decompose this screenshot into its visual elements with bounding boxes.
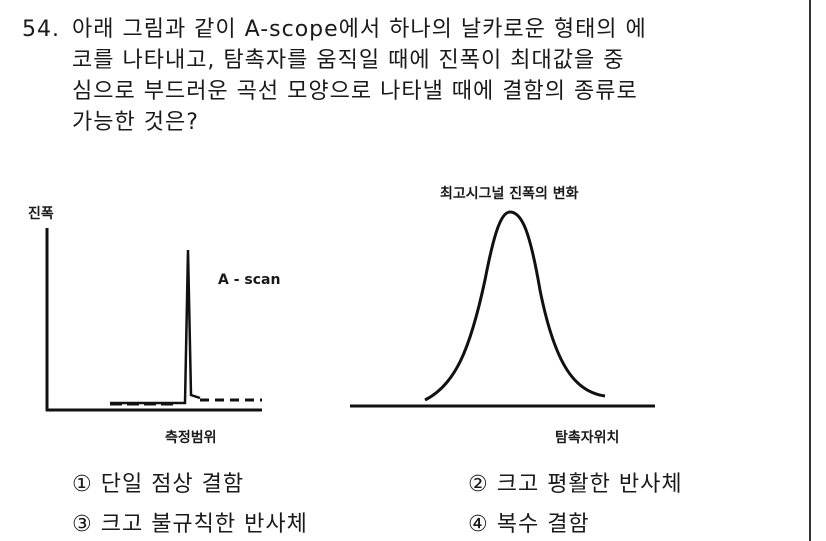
question-number: 54. <box>22 17 60 42</box>
signal-label: A - scan <box>218 272 280 288</box>
question-line: 심으로 부드러운 곡선 모양으로 나타낼 때에 결함의 종류로 <box>72 79 638 104</box>
question-line: 아래 그림과 같이 A-scope에서 하나의 날카로운 형태의 에 <box>72 17 647 42</box>
option[interactable]: ④ 복수 결함 <box>468 512 590 537</box>
option[interactable]: ③ 크고 불규칙한 반사체 <box>72 512 308 537</box>
axis-label: 진폭 <box>28 205 54 222</box>
option[interactable]: ① 단일 점상 결함 <box>72 472 244 497</box>
question-line: 코를 나타내고, 탐촉자를 움직일 때에 진폭이 최대값을 중 <box>72 48 624 73</box>
option[interactable]: ② 크고 평활한 반사체 <box>468 472 683 497</box>
curve <box>424 210 606 402</box>
axis-label: 측정범위 <box>165 429 217 446</box>
question-line: 가능한 것은? <box>72 110 199 135</box>
signal <box>110 249 201 405</box>
axis-label: 탐촉자위치 <box>555 429 619 446</box>
figure-title: 최고시그널 진폭의 변화 <box>440 185 579 202</box>
left-figure: 진폭 A - scan 측정범위 <box>28 205 280 446</box>
right-figure: 최고시그널 진폭의 변화 탐촉자위치 <box>350 185 655 446</box>
